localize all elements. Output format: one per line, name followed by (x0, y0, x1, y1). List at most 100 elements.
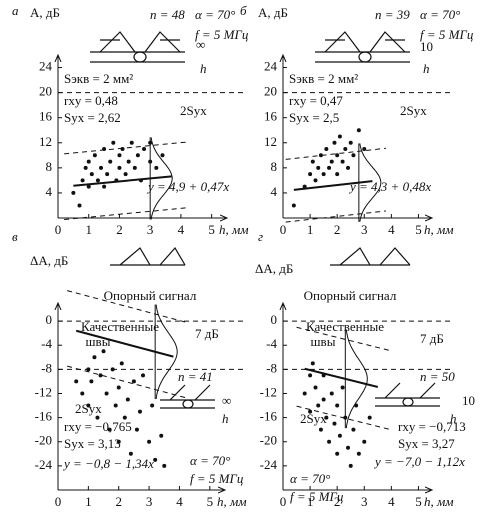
y-tick-label: 20 (39, 84, 52, 99)
x-axis-label: h, мм (219, 222, 249, 237)
x-tick-label: 2 (115, 494, 122, 509)
x-tick-label: 4 (388, 494, 395, 509)
distribution-curve (150, 137, 173, 220)
probe-h-label: h (200, 61, 207, 76)
data-point (324, 147, 329, 152)
y-tick-label: -16 (35, 409, 53, 424)
data-point (308, 172, 313, 177)
y-tick-label: -20 (260, 433, 277, 448)
freq-label: f = 5 МГц (190, 471, 244, 486)
x-tick-label: 0 (280, 494, 287, 509)
panel-label: г (258, 229, 263, 244)
band-line (64, 141, 188, 155)
data-point (153, 457, 158, 462)
probe-diagram (90, 31, 440, 409)
data-point (120, 147, 125, 152)
panel-label: б (240, 3, 247, 18)
data-point (337, 433, 342, 438)
gap-label: 7 дБ (420, 331, 444, 346)
data-point (324, 415, 329, 420)
data-point (321, 172, 326, 177)
data-point (77, 203, 82, 208)
n-label: n = 41 (178, 369, 213, 384)
freq-label: f = 5 МГц (290, 489, 344, 504)
data-point (335, 451, 340, 456)
data-point (138, 178, 143, 183)
data-point (356, 128, 361, 133)
data-point (367, 415, 372, 420)
data-point (313, 178, 318, 183)
data-point (89, 379, 94, 384)
data-point (310, 159, 315, 164)
band-line (285, 147, 387, 160)
angle-label: α = 70° (290, 471, 330, 486)
probe-h-label: h (423, 61, 430, 76)
data-point (110, 367, 115, 372)
data-point (159, 433, 164, 438)
data-point (318, 153, 323, 158)
data-point (105, 172, 110, 177)
y-label: A, дБ (258, 5, 288, 20)
angle-label: α = 70° (195, 7, 235, 22)
data-point (142, 147, 147, 152)
x-tick-label: 1 (307, 494, 314, 509)
y-tick-label: -24 (35, 457, 53, 472)
data-point (162, 463, 167, 468)
distribution-curve (359, 143, 382, 222)
distribution-curve (345, 329, 368, 429)
y-label: ΔA, дБ (30, 253, 68, 268)
band-line (66, 365, 189, 399)
x-tick-label: 1 (85, 222, 92, 237)
data-point (351, 153, 356, 158)
data-point (337, 134, 342, 139)
equation: y = −7,0 − 1,12x (373, 454, 465, 469)
equation: y = 4,9 + 0,47x (146, 179, 229, 194)
data-point (160, 153, 165, 158)
data-point (119, 361, 124, 366)
angle-label: α = 70° (190, 453, 230, 468)
data-point (131, 379, 136, 384)
x-tick-label: 1 (307, 222, 314, 237)
band-line (296, 326, 392, 352)
data-point (116, 385, 121, 390)
y-tick-label: 24 (264, 59, 278, 74)
n-label: n = 48 (150, 7, 185, 22)
y-tick-label: -8 (41, 360, 52, 375)
data-point (327, 439, 332, 444)
band-label: 2Syx (400, 103, 427, 118)
data-point (125, 397, 130, 402)
x-tick-label: 1 (85, 494, 92, 509)
data-point (114, 178, 119, 183)
data-point (310, 361, 315, 366)
data-point (346, 445, 351, 450)
equation: y = −0,8 − 1,34x (62, 456, 154, 471)
x-tick-label: 3 (147, 222, 154, 237)
data-point (356, 451, 361, 456)
y-tick-label: -24 (260, 457, 278, 472)
data-point (71, 190, 76, 195)
r-label: rxy = 0,48 (64, 93, 118, 108)
data-point (86, 403, 91, 408)
data-point (111, 140, 116, 145)
data-point (129, 140, 134, 145)
freq-label: f = 5 МГц (195, 27, 249, 42)
y-tick-label: 0 (46, 312, 53, 327)
r-label: rxy = −0,765 (64, 419, 132, 434)
y-tick-label: 8 (271, 159, 278, 174)
data-point (122, 415, 127, 420)
s-label: Syx = 2,5 (289, 110, 339, 125)
y-tick-label: 8 (46, 159, 53, 174)
y-tick-label: -16 (260, 409, 278, 424)
data-point (132, 165, 137, 170)
data-point (80, 391, 85, 396)
x-tick-label: 5 (208, 222, 215, 237)
data-point (102, 184, 107, 189)
band-label: 2Syx (300, 411, 327, 426)
y-tick-label: -12 (35, 384, 52, 399)
y-tick-label: -20 (35, 433, 52, 448)
y-tick-label: -12 (260, 384, 277, 399)
y-label: ΔA, дБ (255, 261, 293, 276)
probe-gap-label: ∞ (196, 37, 205, 52)
y-tick-label: 12 (39, 134, 52, 149)
